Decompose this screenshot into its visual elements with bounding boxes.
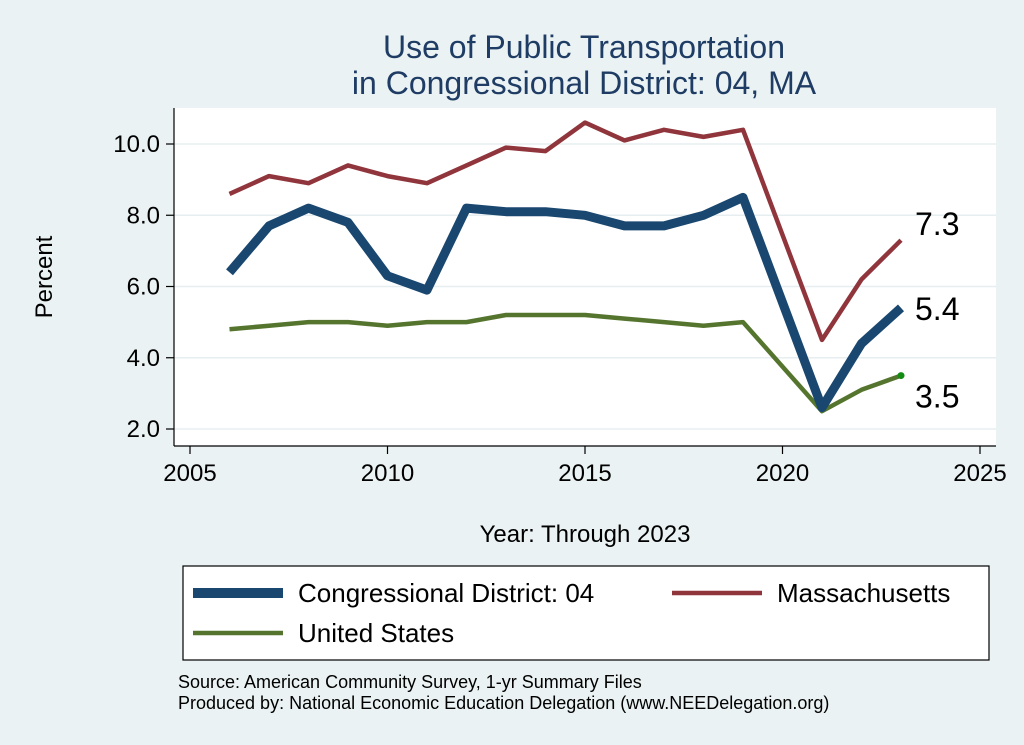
y-axis-label: Percent xyxy=(31,235,58,318)
chart-title-line-1: Use of Public Transportation xyxy=(383,29,785,65)
x-tick-label: 2010 xyxy=(361,460,414,487)
x-tick-label: 2025 xyxy=(953,460,1006,487)
y-axis: 2.0 4.0 6.0 8.0 10.0 xyxy=(113,108,175,446)
chart-title-line-2: in Congressional District: 04, MA xyxy=(352,65,817,101)
legend-item-united-states: United States xyxy=(193,618,454,648)
legend-label-district: Congressional District: 04 xyxy=(298,578,594,608)
x-tick-label: 2015 xyxy=(558,460,611,487)
legend-item-district: Congressional District: 04 xyxy=(193,578,594,608)
legend-box xyxy=(182,565,990,661)
y-tick-label: 10.0 xyxy=(113,131,160,158)
x-tick-label: 2005 xyxy=(163,460,216,487)
grid-lines xyxy=(174,143,996,430)
legend-label-massachusetts: Massachusetts xyxy=(777,578,950,608)
x-axis-label: Year: Through 2023 xyxy=(480,521,691,548)
end-label-massachusetts: 7.3 xyxy=(915,206,959,242)
y-tick-label: 4.0 xyxy=(127,345,160,372)
plot-area xyxy=(174,108,996,446)
end-point-united-states xyxy=(897,372,905,380)
y-tick-label: 6.0 xyxy=(127,274,160,301)
series-line-district xyxy=(226,192,905,413)
source-note: Source: American Community Survey, 1-yr … xyxy=(178,672,642,692)
end-labels: 5.4 7.3 3.5 xyxy=(915,206,959,414)
series-lines xyxy=(226,120,905,414)
end-label-district: 5.4 xyxy=(915,291,959,327)
y-tick-label: 8.0 xyxy=(127,202,160,229)
producer-note: Produced by: National Economic Education… xyxy=(178,693,829,713)
legend-label-united-states: United States xyxy=(298,618,454,648)
x-axis: 2005 2010 2015 2020 2025 xyxy=(163,445,1007,487)
series-line-massachusetts xyxy=(228,120,903,343)
y-tick-label: 2.0 xyxy=(127,416,160,443)
end-label-united-states: 3.5 xyxy=(915,379,959,415)
x-tick-label: 2020 xyxy=(756,460,809,487)
legend-item-massachusetts: Massachusetts xyxy=(672,578,950,608)
